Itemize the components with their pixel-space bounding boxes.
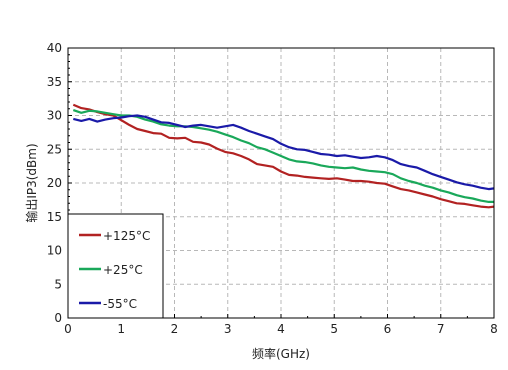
legend-label-2: -55°C: [103, 297, 137, 311]
y-tick-label: 20: [47, 176, 62, 190]
y-tick-label: 10: [47, 244, 62, 258]
x-tick-label: 4: [277, 322, 285, 336]
series-line-1: [72, 109, 494, 203]
x-tick-label: 5: [330, 322, 338, 336]
legend-label-1: +25°C: [103, 263, 143, 277]
y-tick-label: 25: [47, 142, 62, 156]
x-axis-label: 频率(GHz): [252, 346, 310, 361]
y-tick-label: 30: [47, 109, 62, 123]
ticks: 0 1 2 3 4 5 6 7 8 0 5 10 15 20 25 30 35 40: [47, 41, 498, 336]
x-tick-label: 8: [490, 322, 498, 336]
x-tick-label: 2: [171, 322, 179, 336]
x-tick-label: 1: [117, 322, 125, 336]
y-tick-label: 40: [47, 41, 62, 55]
x-tick-label: 0: [64, 322, 72, 336]
legend: +125°C +25°C -55°C: [67, 213, 164, 319]
series-lines: [72, 103, 495, 209]
series-line-2: [73, 114, 495, 191]
y-tick-label: 15: [47, 210, 62, 224]
x-tick-label: 6: [384, 322, 392, 336]
y-tick-label: 0: [54, 311, 62, 325]
legend-label-0: +125°C: [103, 229, 150, 243]
y-axis-label: 输出IP3(dBm): [24, 143, 39, 222]
y-tick-label: 5: [54, 277, 62, 291]
y-tick-label: 35: [47, 75, 62, 89]
x-tick-label: 3: [224, 322, 232, 336]
legend-box: [67, 213, 164, 319]
x-tick-label: 7: [437, 322, 445, 336]
series-line-0: [72, 103, 495, 209]
